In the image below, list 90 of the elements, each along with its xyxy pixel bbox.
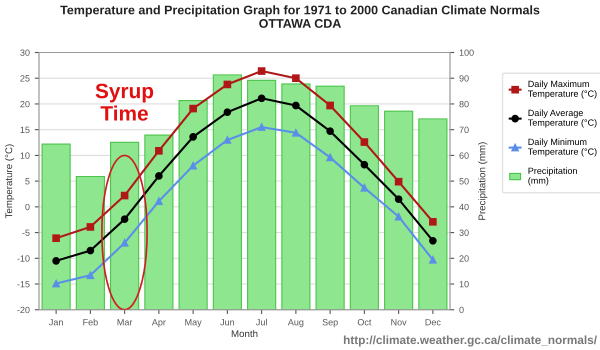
point [52,280,60,288]
y-tick-label: 25 [20,75,30,82]
legend-label: Daily Minimum Temperature (°C) [528,138,597,157]
bar [384,110,414,310]
point [292,128,300,137]
point [326,102,334,110]
point [429,236,437,245]
point [224,136,232,144]
point [258,123,266,131]
point [155,197,163,206]
x-tick-label: Jun [220,319,234,326]
y-tick-label: -15 [17,281,30,288]
y2-tick-label: 60 [459,152,469,159]
point [155,146,163,155]
point [394,195,402,203]
x-tick-label: Oct [358,319,372,326]
point [394,178,402,186]
point [360,160,368,168]
point [429,218,437,226]
point [258,94,266,102]
y-tick-label: -20 [17,306,30,314]
point [120,215,128,224]
y2-tick-label: 50 [459,178,469,184]
point [189,104,197,112]
point [326,154,334,162]
bar [350,105,379,310]
bar [316,86,345,310]
point [292,102,300,110]
text: http://climate.weather.gc.ca/climate_normals/ [344,335,597,346]
point [189,162,197,170]
point [120,239,128,247]
y2-tick-label: 40 [459,204,469,210]
y-tick-label: -5 [22,230,30,236]
x-tick-label: Apr [152,319,166,328]
x-tick-label: Nov [391,319,407,326]
annotation: Syrup Time [96,84,154,121]
y2-tick-label: 100 [460,49,474,56]
point [224,108,232,116]
point [189,133,197,141]
y-tick-label: 0 [25,204,30,210]
y2-tick-label: 10 [460,280,469,288]
y2-tick-label: 90 [459,75,469,82]
x-tick-label: Jul [256,318,267,326]
y2-tick-label: 20 [459,255,469,262]
chart-title: Temperature and Precipitation Graph for 1971 to 2000 Canadian Climate Normals OTTAWA CDA [60,5,540,28]
point [292,74,300,82]
y-tick-label: 10 [20,152,30,159]
bar [42,144,71,310]
legend-label: Daily Average Temperature (°C) [528,109,597,128]
y-tick-label: 30 [20,49,30,56]
bar [212,74,242,310]
x-tick-label: Aug [288,319,304,328]
point [155,172,163,180]
point [120,192,128,200]
y2-tick-label: 0 [459,306,464,314]
y2-tick-label: 80 [459,100,469,108]
y2-tick-label: 70 [459,126,469,134]
x-axis-title: Month [232,330,258,338]
point [429,256,437,264]
point [224,80,232,88]
x-tick-label: Jan [48,319,63,326]
y2-axis-title: Precipitation (mm) [478,142,488,220]
y2-tick-label: 30 [459,230,469,236]
point [52,257,60,265]
x-tick-label: Feb [83,318,98,326]
y-axis-title: Temperature (°C) [5,144,14,218]
bar [144,134,174,310]
point [394,212,402,220]
legend-label: Precipitation (mm) [528,167,577,186]
point [360,138,368,146]
point [52,234,60,242]
bar [281,83,310,310]
legend-label: Daily Maximum Temperature (°C) [528,80,597,99]
y-tick-label: -10 [17,255,30,262]
point [326,127,334,136]
x-tick-label: Dec [426,319,441,326]
x-tick-label: May [185,319,202,328]
point [360,184,368,192]
point [86,246,94,254]
x-tick-label: Mar [118,319,132,326]
point [86,271,94,280]
y-tick-label: 15 [20,126,30,134]
bar [418,118,448,310]
point [258,67,266,75]
y-tick-label: 20 [20,100,30,108]
bar [178,100,208,310]
y-tick-label: 5 [25,178,30,184]
bar [247,80,276,310]
x-tick-label: Sep [322,319,338,328]
point [86,223,94,231]
